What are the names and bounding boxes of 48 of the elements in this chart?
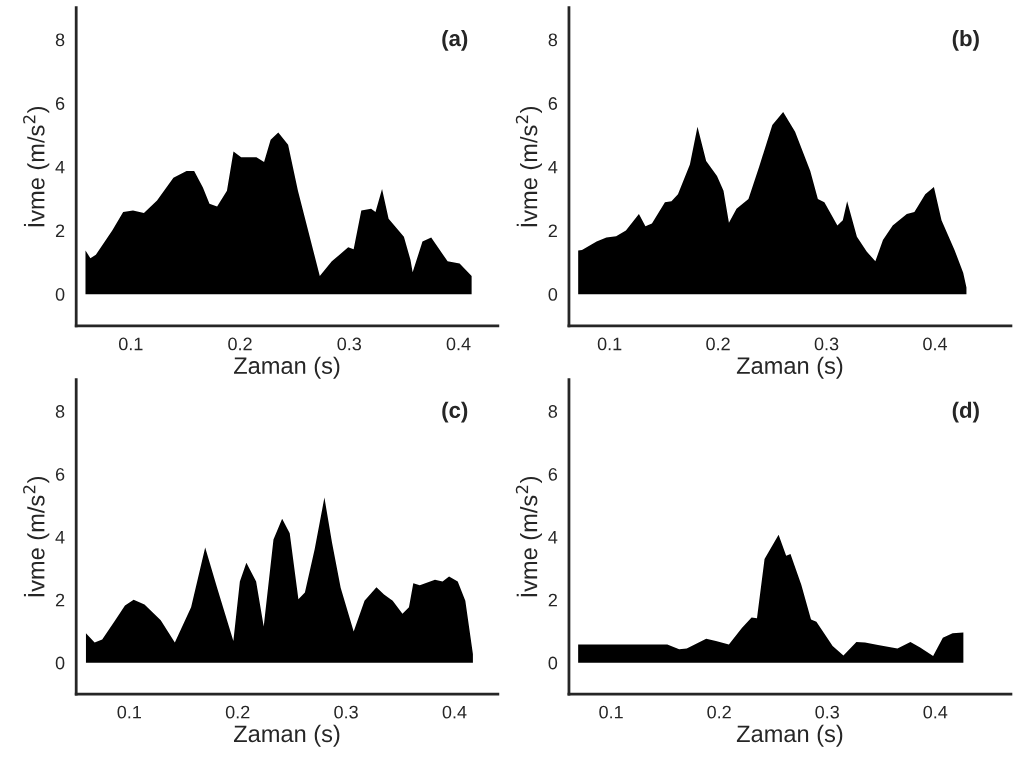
x-tick-label: 0.2 — [706, 337, 730, 351]
annotation: (c) — [442, 401, 468, 423]
y-axis-title: İvme (m/s$^{2}$) — [515, 106, 542, 227]
y-tick-label: 2 — [55, 224, 65, 238]
y-tick-label: 2 — [548, 224, 557, 238]
x-tick-label: 0.1 — [597, 337, 622, 351]
x-tick-label: 0.3 — [334, 705, 358, 719]
x-tick-label: 0.3 — [815, 705, 839, 719]
y-tick-label: 6 — [548, 97, 558, 110]
x-tick-label: 0.2 — [707, 705, 731, 719]
y-tick-label: 4 — [548, 160, 558, 174]
x-tick-label: 0.4 — [923, 337, 948, 351]
annotation: (b) — [952, 29, 979, 51]
x-tick-label: 0.1 — [118, 337, 143, 351]
y-tick-label: 0 — [548, 656, 558, 670]
x-axis-title: Zaman (s) — [233, 724, 340, 747]
annotation: (d) — [952, 401, 979, 423]
y-tick-label: 4 — [548, 531, 558, 544]
y-tick-label: 0 — [548, 288, 558, 301]
annotation: (a) — [442, 29, 468, 51]
x-axis-title: Zaman (s) — [233, 356, 340, 379]
y-tick-label: 8 — [548, 405, 558, 418]
x-tick-label: 0.1 — [117, 705, 141, 719]
y-tick-label: 8 — [548, 33, 558, 47]
x-tick-label: 0.2 — [225, 705, 250, 719]
y-tick-label: 0 — [55, 656, 65, 670]
y-axis-title: İvme (m/s$^{2}$) — [515, 477, 542, 597]
y-tick-label: 8 — [55, 405, 65, 418]
y-tick-label: 6 — [55, 467, 65, 481]
y-tick-label: 4 — [55, 531, 65, 544]
y-tick-label: 0 — [55, 288, 65, 301]
y-tick-label: 4 — [55, 160, 65, 174]
y-axis-title: İvme (m/s$^{2}$) — [23, 106, 50, 227]
x-tick-label: 0.4 — [923, 705, 948, 719]
x-tick-label: 0.2 — [228, 337, 252, 351]
x-tick-label: 0.1 — [599, 705, 623, 719]
y-tick-label: 2 — [548, 593, 557, 607]
y-tick-label: 2 — [55, 593, 65, 607]
x-axis-title: Zaman (s) — [736, 356, 843, 379]
x-tick-label: 0.4 — [446, 337, 471, 351]
y-tick-label: 6 — [548, 467, 558, 481]
x-tick-label: 0.4 — [442, 705, 467, 719]
x-tick-label: 0.3 — [337, 337, 362, 351]
y-tick-label: 6 — [55, 97, 65, 110]
x-tick-label: 0.3 — [814, 337, 839, 351]
y-axis-title: İvme (m/s$^{2}$) — [23, 477, 50, 597]
y-tick-label: 8 — [55, 33, 65, 47]
x-axis-title: Zaman (s) — [736, 724, 843, 747]
